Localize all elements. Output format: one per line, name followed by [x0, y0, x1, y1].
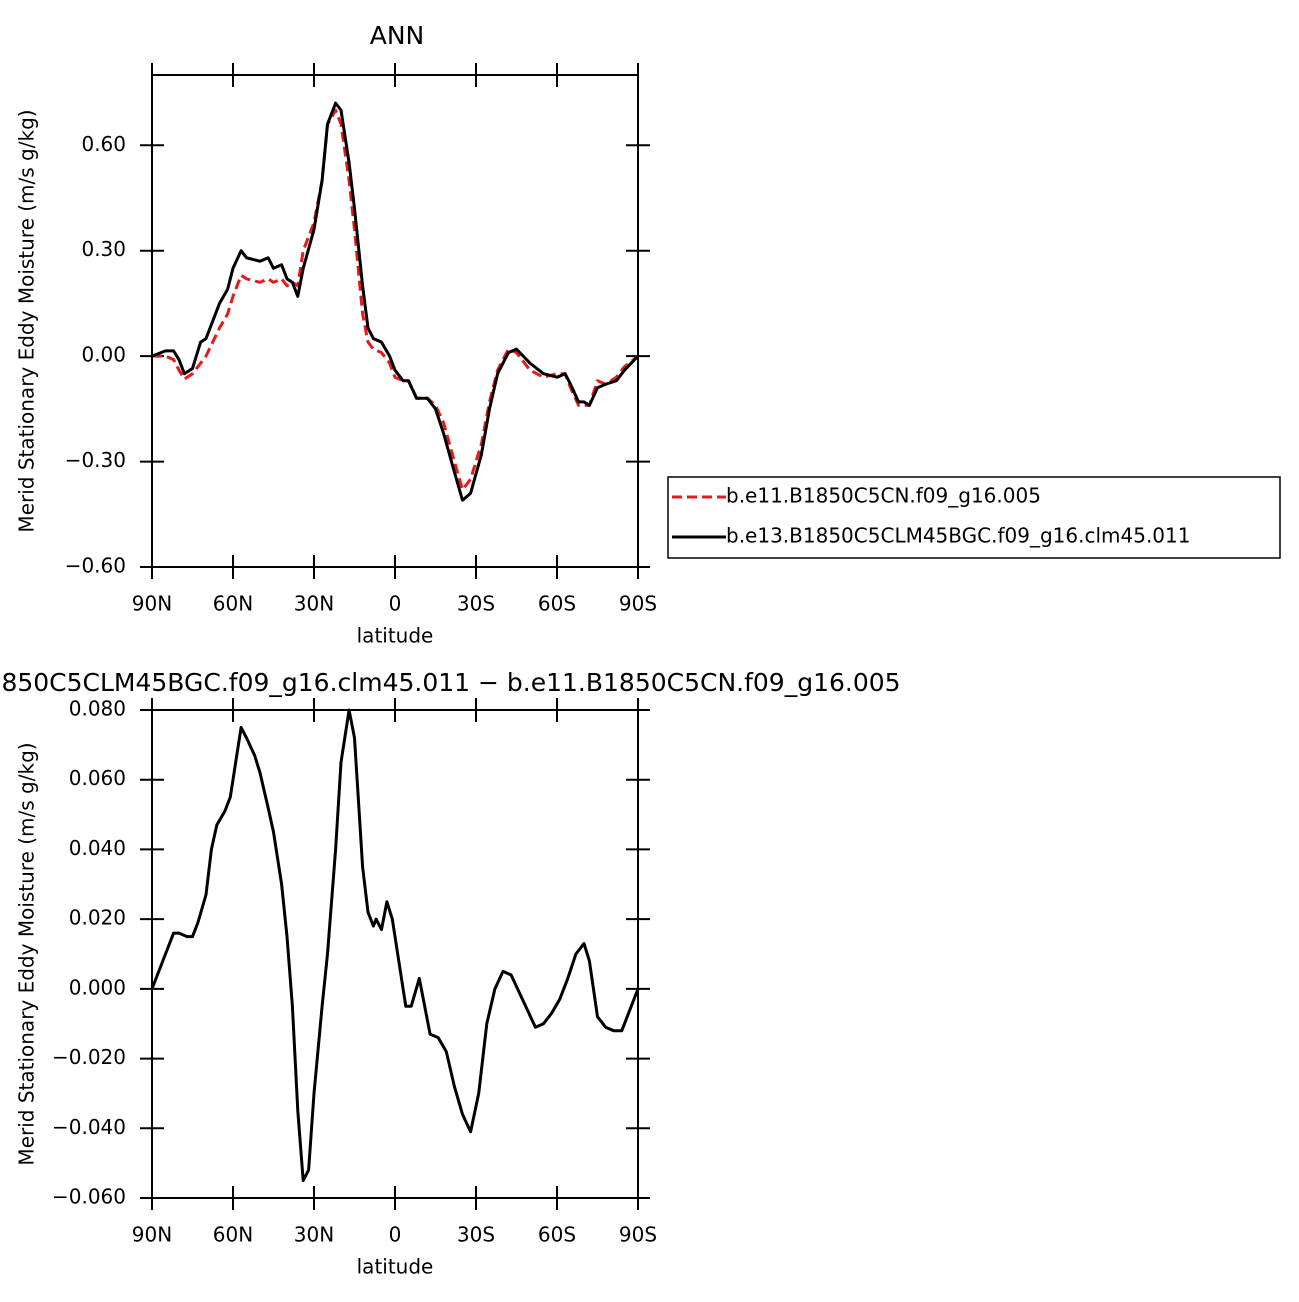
data-line [151, 101, 640, 502]
y-tick-label: 0.040 [69, 836, 126, 860]
y-tick-label: −0.060 [52, 1185, 126, 1209]
y-tick-label: −0.020 [52, 1045, 126, 1069]
data-line [152, 108, 639, 492]
y-tick-label: −0.30 [65, 448, 126, 472]
x-tick-label: 60N [213, 1223, 253, 1247]
y-tick-label: 0.60 [81, 132, 126, 156]
y-tick-label: 0.30 [81, 237, 126, 261]
x-tick-label: 60S [538, 592, 576, 616]
chart-title: ANN [370, 21, 425, 50]
y-tick-label: 0.00 [81, 343, 126, 367]
x-tick-label: 60S [538, 1223, 576, 1247]
legend-label: b.e13.B1850C5CLM45BGC.f09_g16.clm45.011 [726, 524, 1190, 548]
y-tick-label: 0.080 [69, 697, 126, 721]
x-tick-label: 60N [213, 592, 253, 616]
y-tick-label: −0.040 [52, 1115, 126, 1139]
plot-frame [151, 74, 639, 568]
x-tick-label: 30S [457, 1223, 495, 1247]
data-line [150, 708, 640, 1183]
x-tick-label: 90S [619, 592, 657, 616]
x-tick-label: 90N [132, 592, 172, 616]
x-tick-label: 90N [132, 1223, 172, 1247]
x-tick-label: 0 [389, 592, 402, 616]
y-tick-label: 0.000 [69, 975, 126, 999]
x-tick-label: 0 [389, 1223, 402, 1247]
x-tick-label: 90S [619, 1223, 657, 1247]
chart-title: b.e13.B1850C5CLM45BGC.f09_g16.clm45.011 … [0, 668, 901, 697]
x-tick-label: 30N [294, 1223, 334, 1247]
y-tick-label: 0.060 [69, 766, 126, 790]
x-axis-label: latitude [357, 624, 434, 648]
x-axis-label: latitude [357, 1255, 434, 1279]
x-tick-label: 30S [457, 592, 495, 616]
plot-frame [151, 709, 639, 1199]
legend-box [667, 476, 1281, 559]
y-tick-label: 0.020 [69, 906, 126, 930]
x-tick-label: 30N [294, 592, 334, 616]
legend-label: b.e11.B1850C5CN.f09_g16.005 [726, 484, 1041, 508]
y-axis-label: Merid Stationary Eddy Moisture (m/s g/kg… [15, 109, 39, 532]
y-tick-label: −0.60 [65, 554, 126, 578]
y-axis-label: Merid Stationary Eddy Moisture (m/s g/kg… [15, 742, 39, 1165]
